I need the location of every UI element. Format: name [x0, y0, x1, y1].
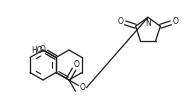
Text: O: O	[74, 60, 80, 69]
Text: O: O	[80, 83, 85, 92]
Text: O: O	[40, 45, 46, 54]
Text: O: O	[173, 17, 179, 26]
Text: N: N	[145, 19, 151, 28]
Text: HO: HO	[32, 46, 43, 56]
Text: O: O	[118, 17, 123, 26]
